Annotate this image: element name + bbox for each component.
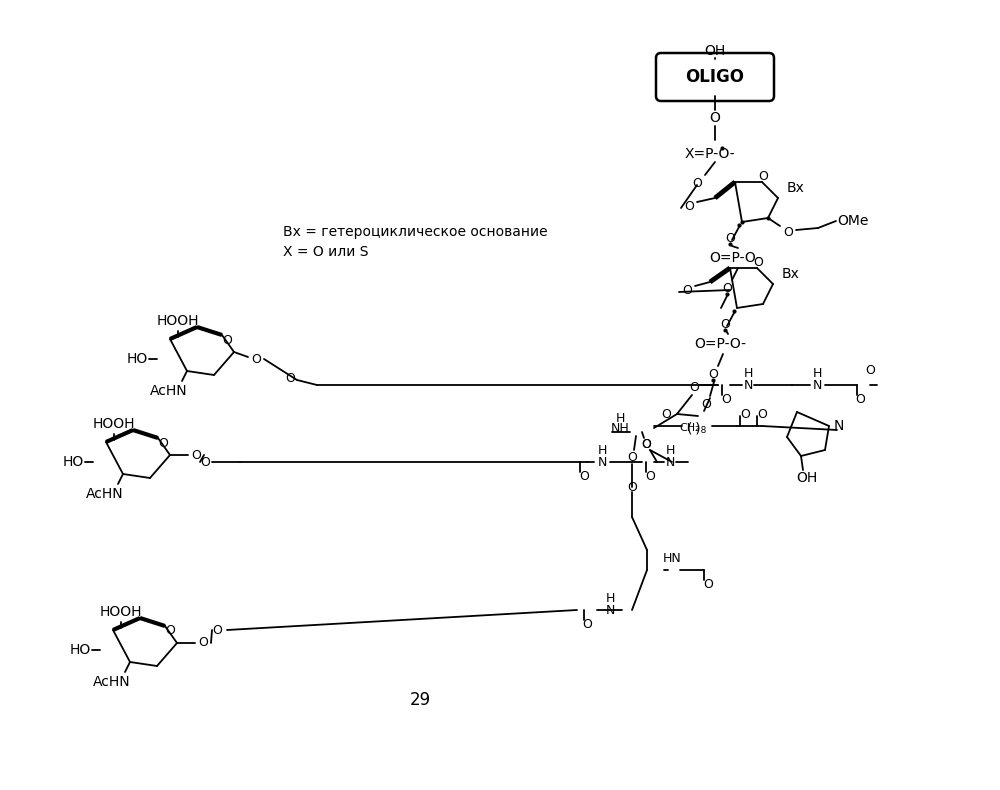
- Text: O: O: [200, 456, 210, 468]
- Text: N: N: [834, 419, 844, 433]
- Text: O: O: [641, 438, 651, 450]
- Text: H: H: [665, 443, 675, 457]
- Text: OH: OH: [796, 471, 818, 485]
- Text: HOOH: HOOH: [157, 314, 199, 328]
- Text: HO: HO: [69, 643, 91, 657]
- Text: HO: HO: [62, 455, 84, 469]
- Text: O: O: [682, 284, 692, 296]
- Text: O: O: [758, 170, 768, 182]
- Text: O: O: [692, 176, 702, 190]
- Text: X = O или S: X = O или S: [283, 245, 369, 259]
- Text: Bx: Bx: [782, 267, 800, 281]
- Text: O: O: [645, 469, 655, 483]
- Text: O: O: [710, 111, 720, 125]
- FancyBboxPatch shape: [656, 53, 774, 101]
- Text: O=P-O-: O=P-O-: [709, 251, 761, 265]
- Text: O: O: [285, 371, 295, 385]
- Text: H: H: [615, 412, 625, 424]
- Text: Bx = гетероциклическое основание: Bx = гетероциклическое основание: [283, 225, 548, 239]
- Text: O: O: [720, 318, 730, 330]
- Text: O: O: [579, 469, 589, 483]
- Text: NH: NH: [611, 422, 629, 434]
- Text: O: O: [627, 450, 637, 464]
- Text: O: O: [198, 637, 208, 649]
- Text: O=P-O-: O=P-O-: [694, 337, 746, 351]
- Text: AcHN: AcHN: [86, 487, 124, 501]
- Text: O: O: [855, 393, 865, 405]
- Text: X=P-O-: X=P-O-: [685, 147, 735, 161]
- Text: H: H: [743, 367, 753, 379]
- Text: O: O: [740, 408, 750, 420]
- Text: O: O: [703, 577, 713, 590]
- Text: 29: 29: [409, 691, 431, 709]
- Text: HN: HN: [663, 551, 681, 565]
- Text: H: H: [812, 367, 822, 379]
- Text: O: O: [222, 333, 232, 347]
- Text: O: O: [753, 255, 763, 269]
- Text: N: N: [605, 604, 615, 616]
- Text: N: N: [743, 378, 753, 392]
- Text: HOOH: HOOH: [93, 417, 135, 431]
- Text: AcHN: AcHN: [150, 384, 188, 398]
- Text: OMe: OMe: [837, 214, 869, 228]
- Text: HO: HO: [126, 352, 148, 366]
- Text: HOOH: HOOH: [100, 605, 142, 619]
- Text: N: N: [597, 456, 607, 468]
- Text: O: O: [757, 408, 767, 420]
- Text: H: H: [597, 443, 607, 457]
- Text: O: O: [212, 623, 222, 637]
- Text: H: H: [605, 592, 615, 604]
- Text: O: O: [582, 618, 592, 630]
- Text: ( )₈: ( )₈: [687, 421, 707, 435]
- Text: O: O: [722, 281, 732, 295]
- Text: O: O: [689, 381, 699, 393]
- Text: O: O: [865, 363, 875, 377]
- Text: O: O: [783, 225, 793, 239]
- Text: O: O: [684, 200, 694, 213]
- Text: O: O: [165, 625, 175, 638]
- Text: O: O: [661, 408, 671, 420]
- Text: O: O: [191, 449, 201, 461]
- Text: N: N: [665, 456, 675, 468]
- Text: Bx: Bx: [787, 181, 805, 195]
- Text: O: O: [708, 367, 718, 381]
- Text: CH₂: CH₂: [680, 423, 700, 433]
- Text: O: O: [641, 438, 651, 450]
- Text: O: O: [627, 480, 637, 494]
- Text: OLIGO: OLIGO: [686, 68, 744, 86]
- Text: O: O: [251, 352, 261, 366]
- Text: AcHN: AcHN: [93, 675, 131, 689]
- Text: O: O: [158, 437, 168, 450]
- Text: O: O: [725, 231, 735, 244]
- Text: O: O: [721, 393, 731, 405]
- Text: O: O: [701, 397, 711, 411]
- Text: N: N: [812, 378, 822, 392]
- Text: OH: OH: [704, 44, 726, 58]
